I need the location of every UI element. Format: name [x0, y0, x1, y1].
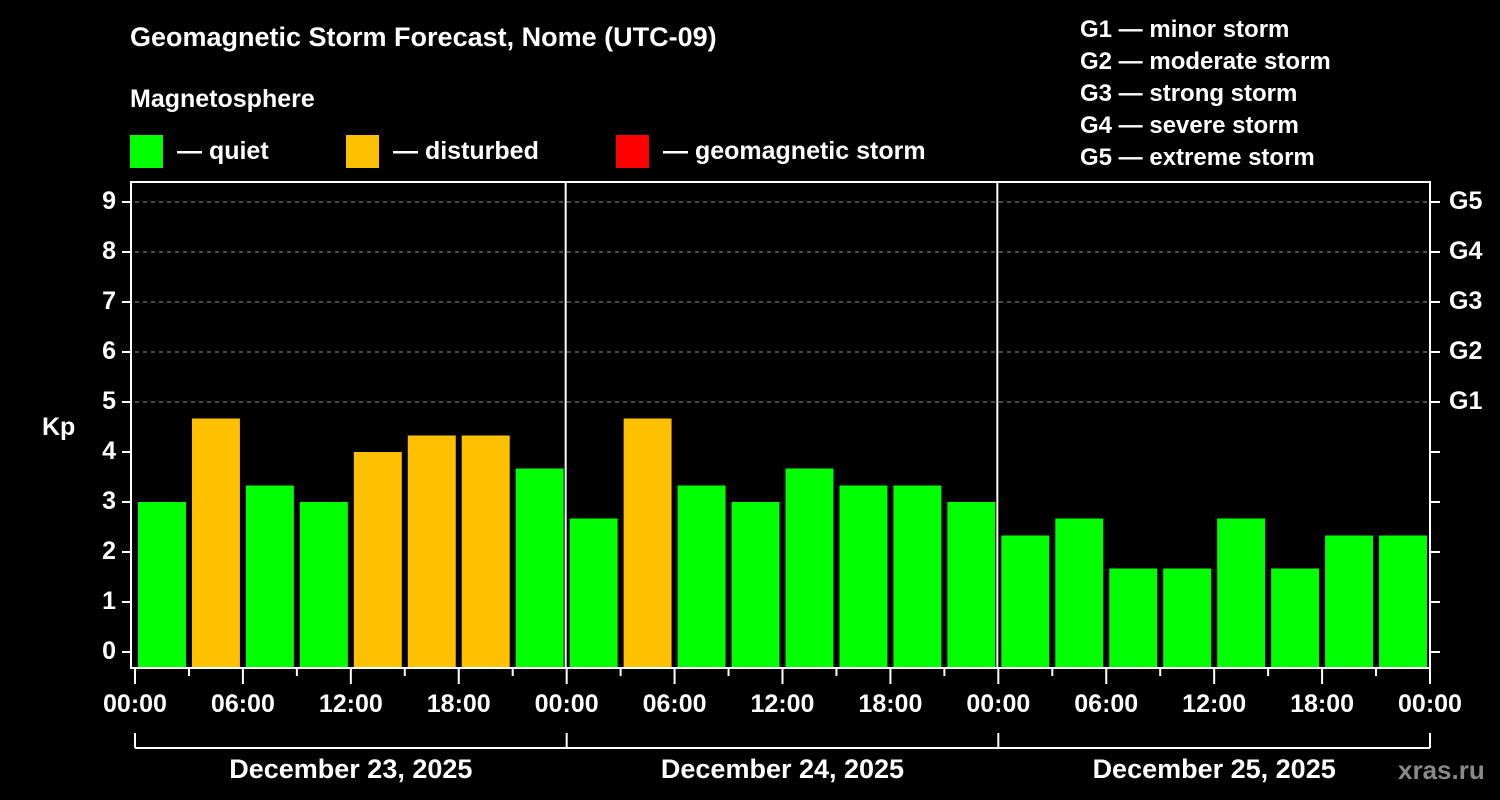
y-tick-label: 2 — [102, 537, 116, 565]
kp-bar — [515, 468, 564, 668]
kp-bar — [1325, 535, 1374, 668]
bars — [138, 418, 1427, 668]
date-label: December 23, 2025 — [229, 754, 473, 784]
x-tick-label: 00:00 — [1398, 690, 1462, 718]
kp-bar — [1055, 518, 1104, 668]
y-tick-label: 9 — [102, 187, 116, 215]
date-label: December 25, 2025 — [1092, 754, 1336, 784]
legend-label: — geomagnetic storm — [663, 136, 926, 165]
g2-label: G2 — moderate storm — [1080, 48, 1331, 75]
x-tick-label: 00:00 — [534, 690, 599, 718]
y-tick-label: 5 — [102, 387, 116, 415]
x-tick-label: 00:00 — [103, 690, 167, 718]
x-tick-label: 18:00 — [426, 690, 491, 718]
y-tick-label: 3 — [102, 487, 116, 515]
kp-bar — [1271, 568, 1320, 668]
date-label: December 24, 2025 — [660, 754, 905, 784]
g4-label: G4 — severe storm — [1080, 112, 1299, 139]
g-scale-legend: G1 — minor storm G2 — moderate storm G3 … — [1080, 14, 1331, 174]
kp-bar — [1379, 535, 1427, 668]
kp-bar — [1001, 535, 1050, 668]
g1-label: G1 — minor storm — [1080, 16, 1290, 43]
g-level-label: G4 — [1449, 237, 1483, 265]
storm-swatch — [616, 134, 649, 168]
kp-bar — [623, 418, 672, 668]
x-tick-label: 06:00 — [1074, 690, 1139, 718]
legend-item-storm: — geomagnetic storm — [616, 134, 926, 168]
legend-item-disturbed: — disturbed — [346, 134, 539, 168]
kp-bar — [1163, 568, 1212, 668]
legend-title: Magnetosphere — [130, 85, 315, 113]
kp-bar — [569, 518, 618, 668]
kp-bar — [353, 452, 402, 668]
kp-bar — [407, 435, 456, 668]
kp-bar — [785, 468, 834, 668]
kp-bar — [677, 485, 726, 668]
g-level-label: G5 — [1449, 187, 1483, 215]
x-tick-label: 18:00 — [858, 690, 923, 718]
g5-label: G5 — extreme storm — [1080, 144, 1315, 171]
x-tick-label: 06:00 — [642, 690, 707, 718]
y-tick-label: 1 — [102, 587, 116, 615]
x-tick-label: 12:00 — [750, 690, 815, 718]
gridlines — [135, 201, 1430, 403]
watermark: xras.ru — [1398, 755, 1485, 785]
disturbed-swatch — [346, 134, 379, 168]
x-tick-label: 12:00 — [1182, 690, 1247, 718]
kp-bar — [1109, 568, 1158, 668]
kp-bar — [893, 485, 942, 668]
legend-label: — quiet — [177, 136, 269, 165]
y-tick-label: 8 — [102, 237, 116, 265]
x-tick-label: 06:00 — [210, 690, 275, 718]
kp-bar — [1217, 518, 1266, 668]
g3-label: G3 — strong storm — [1080, 80, 1298, 107]
kp-bar — [191, 418, 240, 668]
axes — [122, 181, 1440, 749]
quiet-swatch — [130, 134, 163, 168]
kp-bar — [839, 485, 888, 668]
y-tick-label: 4 — [102, 437, 116, 465]
g-level-label: G2 — [1449, 337, 1483, 365]
x-tick-label: 18:00 — [1290, 690, 1355, 718]
y-axis-label: Kp — [42, 413, 76, 441]
chart-title: Geomagnetic Storm Forecast, Nome (UTC-09… — [130, 22, 717, 52]
legend-item-quiet: — quiet — [130, 134, 269, 168]
y-tick-label: 0 — [102, 637, 116, 665]
g-level-label: G3 — [1449, 287, 1483, 315]
kp-bar — [731, 502, 780, 668]
y-tick-label: 7 — [102, 287, 116, 315]
kp-bar — [245, 485, 294, 668]
kp-bar — [299, 502, 348, 668]
legend-label: — disturbed — [393, 136, 539, 165]
x-tick-label: 00:00 — [966, 690, 1031, 718]
x-tick-label: 12:00 — [318, 690, 383, 718]
kp-bar — [461, 435, 510, 668]
y-tick-label: 6 — [102, 337, 116, 365]
kp-bar — [138, 502, 186, 668]
kp-bar — [947, 502, 996, 668]
g-level-label: G1 — [1449, 387, 1483, 415]
